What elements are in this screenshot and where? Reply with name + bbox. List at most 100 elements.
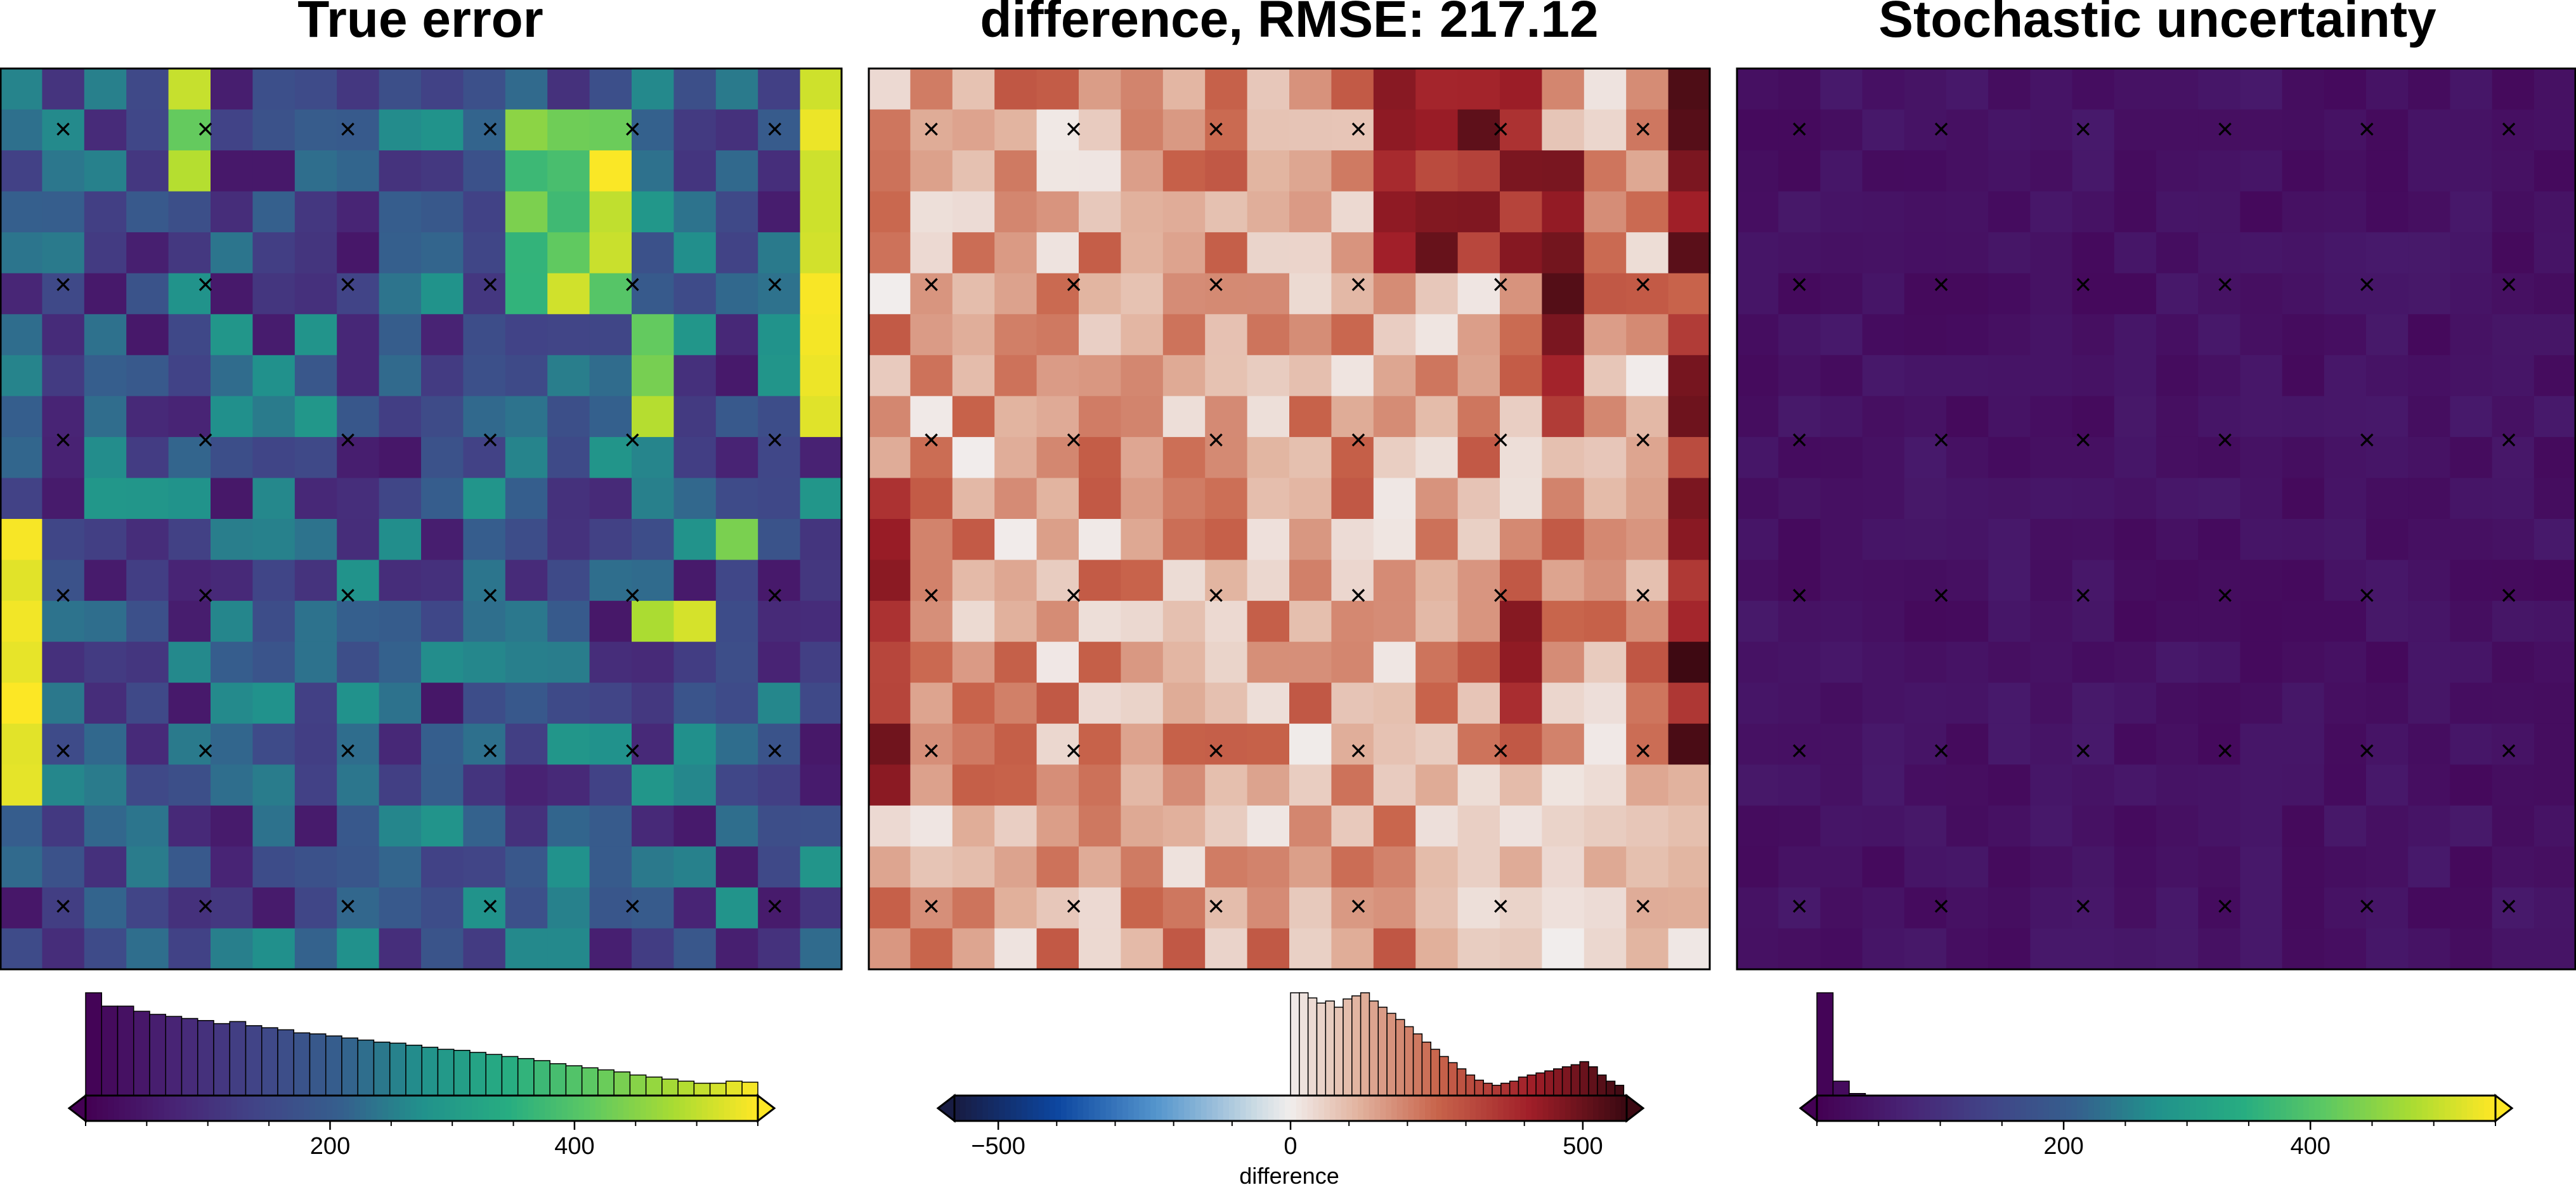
station-marker: ×: [1207, 889, 1225, 922]
heatmap-cell: [421, 683, 464, 724]
colorbar-segment: [248, 1096, 254, 1121]
heatmap-cell: [673, 232, 717, 274]
heatmap-cell: [1820, 232, 1863, 274]
heatmap-cell: [2534, 805, 2576, 847]
heatmap-cell: [547, 191, 590, 233]
heatmap-cell: [1584, 69, 1627, 110]
heatmap-cell: [168, 683, 211, 724]
heatmap-cell: [2534, 314, 2576, 356]
colorbar-segment: [1559, 1096, 1566, 1121]
colorbar-extend-min: [67, 1093, 87, 1123]
heatmap-cell: [1162, 601, 1206, 643]
colorbar-segment: [2207, 1096, 2213, 1121]
heatmap-cell: [868, 232, 911, 274]
heatmap-cell: [42, 436, 85, 479]
heatmap-cell: [2072, 69, 2115, 110]
heatmap-cell: [1457, 150, 1500, 192]
heatmap-cell: [2240, 928, 2283, 970]
heatmap-cell: [463, 355, 506, 396]
heatmap-cell: [758, 69, 801, 110]
heatmap-cell: [1415, 764, 1459, 806]
heatmap-cell: [168, 519, 211, 561]
colorbar-segment: [1386, 1096, 1392, 1121]
heatmap-cell: [1626, 519, 1669, 561]
heatmap-cell: [1079, 150, 1121, 192]
heatmap-cell: [2450, 519, 2493, 561]
heatmap-cell: [1584, 683, 1627, 724]
colorbar-segment: [2343, 1096, 2349, 1121]
heatmap-cell: [0, 396, 42, 438]
station-marker: ×: [2501, 423, 2518, 456]
heatmap-cell: [421, 191, 464, 233]
heatmap-cell: [1668, 723, 1711, 765]
colorbar-segment: [343, 1096, 349, 1121]
heatmap-cell: [1778, 396, 1821, 438]
colorbar-segment: [371, 1096, 377, 1121]
heatmap-cell: [952, 560, 995, 601]
heatmap-cell: [1289, 69, 1332, 110]
station-marker: ×: [1634, 889, 1651, 922]
colorbar-segment: [2331, 1096, 2338, 1121]
heatmap-cell: [2282, 519, 2325, 561]
heatmap-cell: [868, 764, 911, 806]
heatmap-cell: [42, 191, 85, 233]
heatmap-cell: [1079, 273, 1121, 315]
heatmap-cell: [84, 928, 127, 970]
colorbar-segment: [96, 1096, 103, 1121]
heatmap-cell: [211, 355, 253, 396]
heatmap-cell: [1121, 560, 1164, 601]
heatmap-cell: [910, 396, 953, 438]
heatmap-cell: [1289, 764, 1332, 806]
heatmap-cell: [84, 887, 127, 929]
heatmap-cell: [1457, 109, 1500, 151]
heatmap-cell: [1331, 723, 1374, 765]
heatmap-cell: [2156, 273, 2199, 315]
colorbar-segment: [1981, 1096, 1987, 1121]
heatmap-cell: [2492, 723, 2535, 765]
heatmap-cell: [2408, 396, 2450, 438]
colorbar-segment: [282, 1096, 288, 1121]
heatmap-cell: [379, 601, 422, 643]
heatmap-cell: [1946, 478, 1989, 520]
heatmap-cell: [379, 232, 422, 274]
histogram-bar: [469, 1052, 486, 1096]
colorbar-segment: [590, 1096, 596, 1121]
station-marker: ×: [1207, 423, 1225, 456]
heatmap-cell: [252, 150, 296, 192]
heatmap-cell: [715, 519, 758, 561]
heatmap-cell: [632, 232, 674, 274]
colorbar-segment: [1537, 1096, 1544, 1121]
heatmap-cell: [994, 478, 1038, 520]
heatmap-cell: [589, 805, 632, 847]
heatmap-cell: [1584, 478, 1627, 520]
heatmap-cell: [1988, 478, 2031, 520]
heatmap-cell: [1500, 273, 1542, 315]
heatmap-cell: [2366, 764, 2409, 806]
heatmap-cell: [800, 846, 843, 888]
histogram-bar: [213, 1023, 230, 1096]
heatmap-cell: [547, 150, 590, 192]
colorbar-segment: [628, 1096, 635, 1121]
colorbar-segment: [685, 1096, 691, 1121]
heatmap-cell: [632, 846, 674, 888]
heatmap-cell: [1121, 928, 1164, 970]
heatmap-cell: [379, 396, 422, 438]
heatmap-cell: [2240, 191, 2283, 233]
heatmap-cell: [1247, 314, 1290, 356]
heatmap-cell: [1862, 396, 1905, 438]
heatmap-cell: [2030, 232, 2073, 274]
heatmap-cell: [2366, 69, 2409, 110]
colorbar-segment: [264, 1096, 271, 1121]
histogram-bar: [245, 1025, 263, 1096]
heatmap-cell: [715, 805, 758, 847]
heatmap-cell: [2534, 641, 2576, 683]
station-marker: ×: [55, 112, 72, 145]
colorbar-segment: [1441, 1096, 1448, 1121]
heatmap-cell: [2072, 683, 2115, 724]
heatmap-cell: [1373, 355, 1416, 396]
heatmap-cell: [1205, 764, 1248, 806]
colorbar-segment: [2484, 1096, 2490, 1121]
heatmap-cell: [2324, 69, 2367, 110]
heatmap-cell: [2534, 150, 2576, 192]
histogram-bar: [485, 1054, 503, 1096]
